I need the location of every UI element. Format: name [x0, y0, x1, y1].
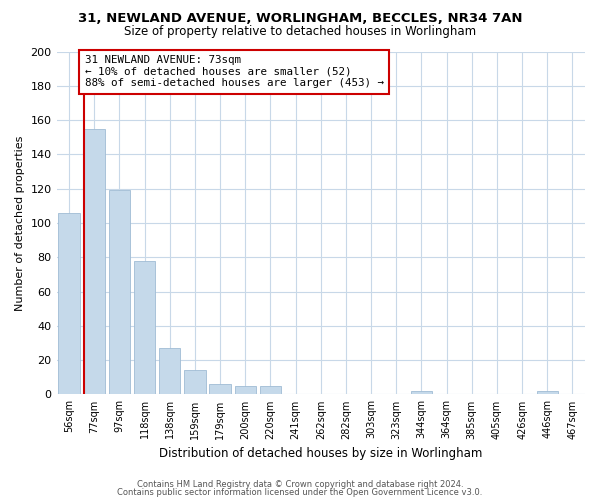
- Bar: [184, 370, 206, 394]
- Bar: [58, 212, 80, 394]
- Bar: [209, 384, 231, 394]
- Text: Contains public sector information licensed under the Open Government Licence v3: Contains public sector information licen…: [118, 488, 482, 497]
- Bar: [260, 386, 281, 394]
- Bar: [411, 391, 432, 394]
- Text: Contains HM Land Registry data © Crown copyright and database right 2024.: Contains HM Land Registry data © Crown c…: [137, 480, 463, 489]
- Text: Size of property relative to detached houses in Worlingham: Size of property relative to detached ho…: [124, 25, 476, 38]
- Bar: [83, 128, 105, 394]
- Bar: [159, 348, 181, 395]
- Text: 31 NEWLAND AVENUE: 73sqm
← 10% of detached houses are smaller (52)
88% of semi-d: 31 NEWLAND AVENUE: 73sqm ← 10% of detach…: [85, 55, 384, 88]
- Bar: [134, 260, 155, 394]
- X-axis label: Distribution of detached houses by size in Worlingham: Distribution of detached houses by size …: [159, 447, 482, 460]
- Y-axis label: Number of detached properties: Number of detached properties: [15, 136, 25, 310]
- Bar: [235, 386, 256, 394]
- Bar: [109, 190, 130, 394]
- Text: 31, NEWLAND AVENUE, WORLINGHAM, BECCLES, NR34 7AN: 31, NEWLAND AVENUE, WORLINGHAM, BECCLES,…: [78, 12, 522, 26]
- Bar: [536, 391, 558, 394]
